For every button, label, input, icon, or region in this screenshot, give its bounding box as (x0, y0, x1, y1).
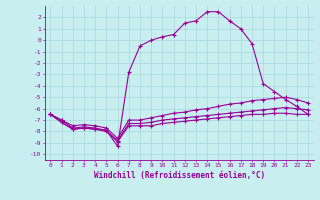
X-axis label: Windchill (Refroidissement éolien,°C): Windchill (Refroidissement éolien,°C) (94, 171, 265, 180)
